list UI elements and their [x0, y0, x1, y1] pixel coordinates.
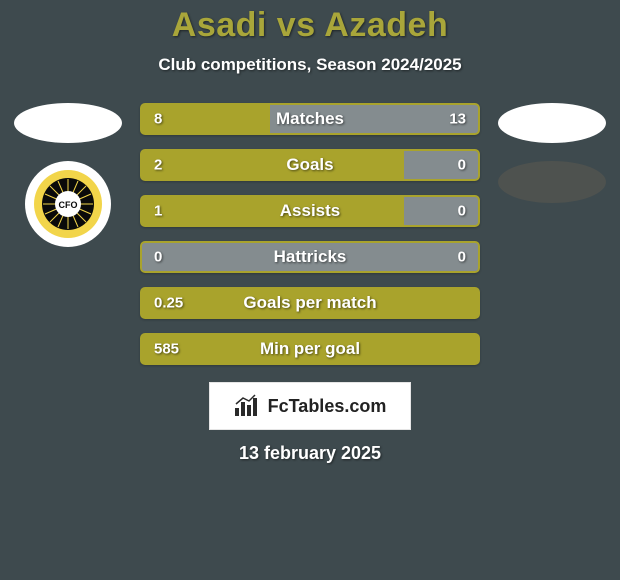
- stat-value-right: 13: [449, 111, 466, 128]
- stat-fill-left: [142, 151, 404, 179]
- stat-label: Min per goal: [260, 339, 360, 359]
- stat-bar-min-per-goal: 585 Min per goal: [140, 333, 480, 365]
- stat-value-right: 0: [458, 249, 466, 266]
- page-title: Asadi vs Azadeh: [0, 6, 620, 45]
- stat-bar-hattricks: 0 Hattricks 0: [140, 241, 480, 273]
- content-root: Asadi vs Azadeh Club competitions, Seaso…: [0, 0, 620, 580]
- right-column: [492, 103, 612, 203]
- chart-icon: [234, 394, 262, 418]
- footer-brand: FcTables.com: [210, 383, 410, 429]
- stat-label: Matches: [276, 109, 344, 129]
- stat-value-left: 0.25: [154, 295, 183, 312]
- stat-label: Goals per match: [243, 293, 376, 313]
- main-row: CFO 8 Matches 13 2 Goals 0 1: [0, 103, 620, 365]
- club-badge-right: [498, 161, 606, 203]
- stat-value-left: 8: [154, 111, 162, 128]
- subtitle: Club competitions, Season 2024/2025: [0, 55, 620, 75]
- svg-text:CFO: CFO: [59, 200, 78, 210]
- club-badge-left-svg: CFO: [25, 161, 111, 247]
- stats-column: 8 Matches 13 2 Goals 0 1 Assists 0: [140, 103, 480, 365]
- date-text: 13 february 2025: [0, 443, 620, 464]
- stat-label: Assists: [280, 201, 340, 221]
- club-badge-left: CFO: [25, 161, 111, 247]
- stat-value-right: 0: [458, 157, 466, 174]
- stat-label: Hattricks: [274, 247, 347, 267]
- stat-label: Goals: [286, 155, 333, 175]
- stat-fill-left: [142, 197, 404, 225]
- stat-value-left: 585: [154, 341, 179, 358]
- stat-fill-right: [404, 197, 478, 225]
- stat-bar-goals: 2 Goals 0: [140, 149, 480, 181]
- stat-value-left: 2: [154, 157, 162, 174]
- stat-fill-right: [404, 151, 478, 179]
- stat-value-left: 1: [154, 203, 162, 220]
- footer-brand-text: FcTables.com: [268, 396, 387, 417]
- stat-bar-matches: 8 Matches 13: [140, 103, 480, 135]
- stat-value-right: 0: [458, 203, 466, 220]
- stat-bar-assists: 1 Assists 0: [140, 195, 480, 227]
- left-column: CFO: [8, 103, 128, 247]
- player-avatar-right: [498, 103, 606, 143]
- stat-value-left: 0: [154, 249, 162, 266]
- stat-bar-goals-per-match: 0.25 Goals per match: [140, 287, 480, 319]
- player-avatar-left: [14, 103, 122, 143]
